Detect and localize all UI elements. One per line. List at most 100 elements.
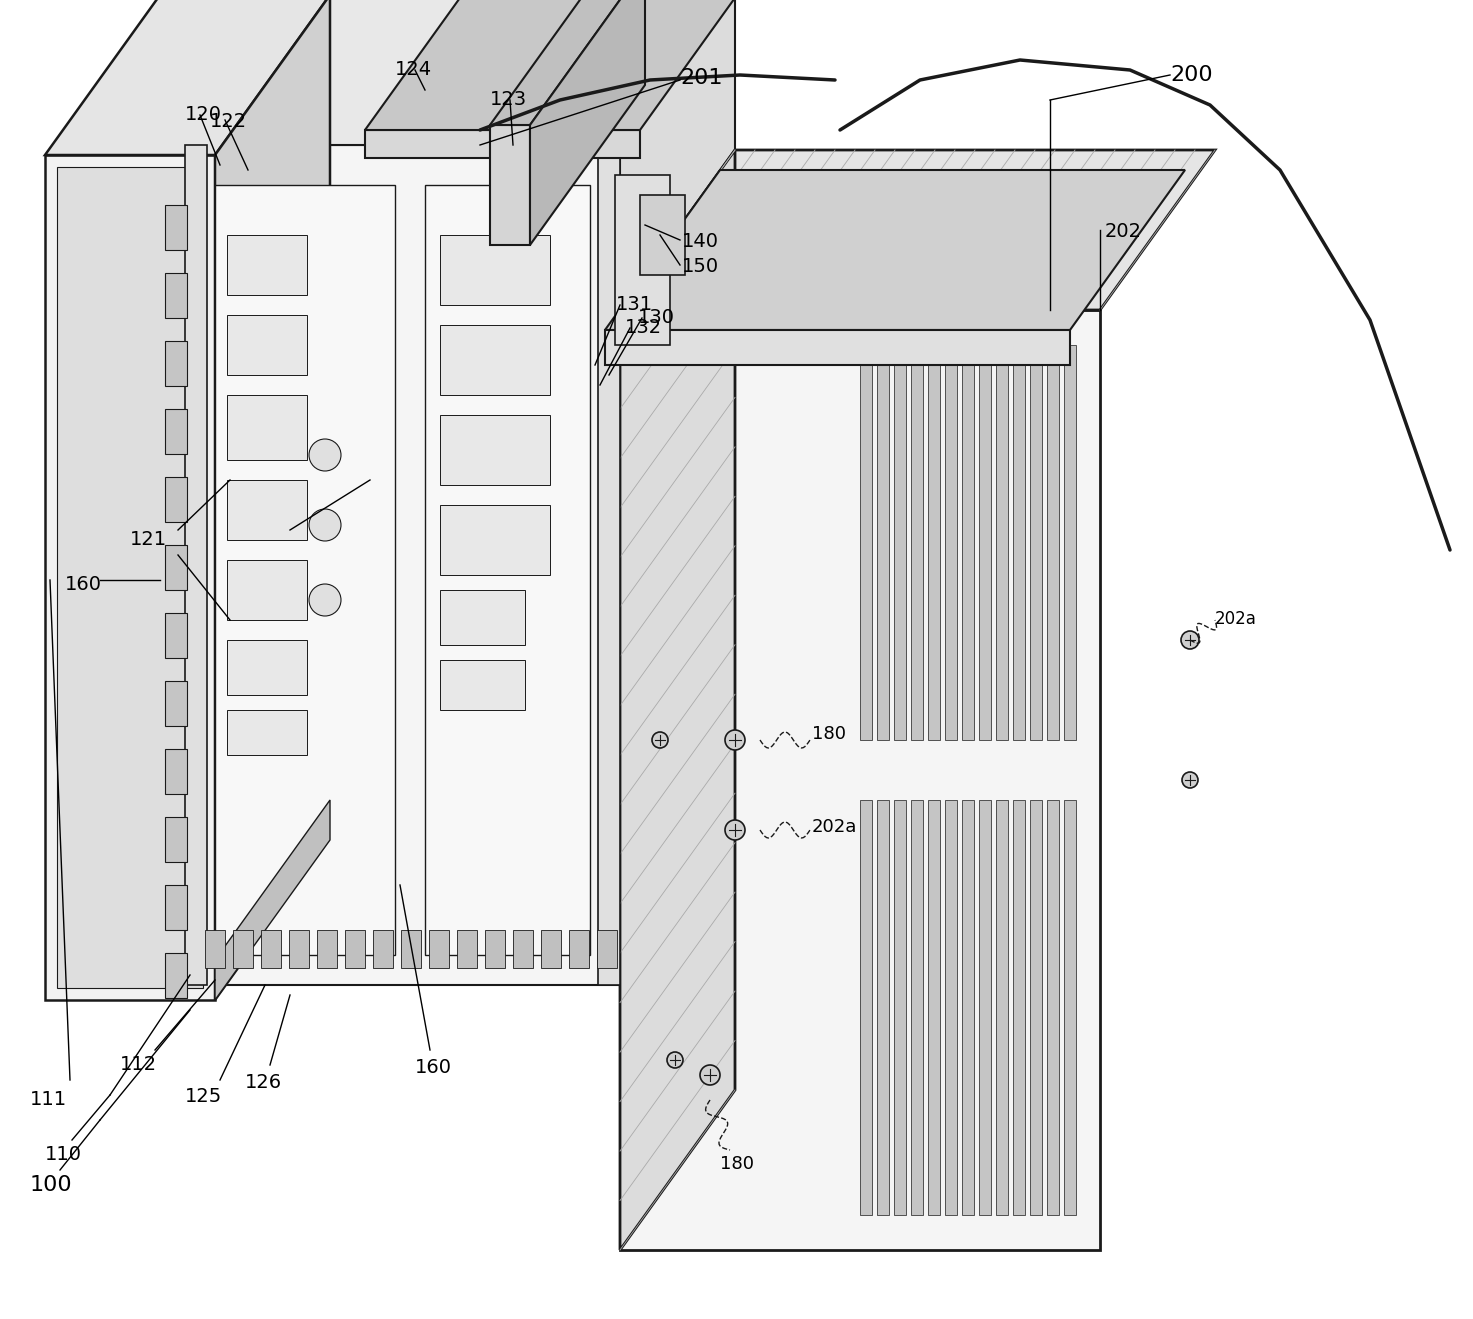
- Bar: [165, 477, 187, 522]
- Bar: [165, 885, 187, 930]
- Bar: [541, 930, 561, 968]
- Text: 200: 200: [1170, 65, 1212, 84]
- Bar: [289, 930, 309, 968]
- Text: 124: 124: [395, 59, 432, 79]
- Polygon shape: [46, 156, 215, 1000]
- Polygon shape: [57, 168, 203, 988]
- Circle shape: [700, 1064, 720, 1086]
- Bar: [569, 930, 589, 968]
- Text: 121: 121: [130, 530, 166, 549]
- Bar: [165, 681, 187, 725]
- Polygon shape: [530, 0, 645, 245]
- Circle shape: [667, 1053, 683, 1068]
- Polygon shape: [365, 0, 756, 131]
- Polygon shape: [215, 185, 395, 955]
- Bar: [233, 930, 253, 968]
- Bar: [165, 749, 187, 794]
- Bar: [876, 801, 890, 1215]
- Polygon shape: [46, 0, 330, 156]
- Text: 122: 122: [211, 112, 247, 131]
- Bar: [205, 930, 225, 968]
- Bar: [1013, 801, 1025, 1215]
- Bar: [440, 590, 524, 645]
- Bar: [1064, 346, 1075, 740]
- Bar: [440, 235, 549, 305]
- Polygon shape: [426, 185, 591, 955]
- Text: 140: 140: [682, 232, 719, 251]
- Bar: [165, 273, 187, 318]
- Polygon shape: [598, 145, 620, 985]
- Bar: [429, 930, 449, 968]
- Polygon shape: [186, 145, 208, 985]
- Bar: [928, 801, 940, 1215]
- Bar: [401, 930, 421, 968]
- Bar: [962, 801, 974, 1215]
- Bar: [1013, 346, 1025, 740]
- Bar: [946, 801, 957, 1215]
- Text: 111: 111: [29, 1089, 66, 1109]
- Polygon shape: [215, 801, 330, 1000]
- Polygon shape: [639, 195, 685, 274]
- Polygon shape: [620, 150, 1215, 310]
- Circle shape: [1181, 772, 1198, 787]
- Bar: [440, 505, 549, 575]
- Circle shape: [309, 439, 342, 471]
- Text: 180: 180: [812, 725, 846, 743]
- Text: 160: 160: [65, 575, 102, 594]
- Bar: [227, 394, 306, 460]
- Polygon shape: [620, 150, 735, 1250]
- Text: 150: 150: [682, 257, 719, 276]
- Polygon shape: [186, 0, 735, 145]
- Bar: [373, 930, 393, 968]
- Bar: [227, 480, 306, 539]
- Text: 130: 130: [638, 309, 675, 327]
- Bar: [1064, 801, 1075, 1215]
- Bar: [165, 342, 187, 386]
- Bar: [227, 710, 306, 754]
- Bar: [1047, 346, 1059, 740]
- Bar: [980, 346, 991, 740]
- Polygon shape: [620, 0, 735, 985]
- Bar: [1047, 801, 1059, 1215]
- Bar: [457, 930, 477, 968]
- Bar: [860, 801, 872, 1215]
- Text: 131: 131: [616, 295, 653, 314]
- Bar: [261, 930, 281, 968]
- Polygon shape: [605, 170, 1184, 330]
- Circle shape: [309, 584, 342, 616]
- Bar: [996, 346, 1008, 740]
- Bar: [1030, 346, 1041, 740]
- Bar: [165, 816, 187, 863]
- Bar: [962, 346, 974, 740]
- Text: 125: 125: [186, 1087, 222, 1107]
- Polygon shape: [491, 0, 645, 125]
- Polygon shape: [491, 125, 530, 245]
- Polygon shape: [620, 310, 1100, 1250]
- Bar: [165, 204, 187, 251]
- Text: 120: 120: [186, 106, 222, 124]
- Bar: [928, 346, 940, 740]
- Circle shape: [725, 820, 745, 840]
- Bar: [910, 801, 924, 1215]
- Text: 202: 202: [1105, 222, 1142, 241]
- Bar: [165, 545, 187, 590]
- Bar: [980, 801, 991, 1215]
- Polygon shape: [616, 175, 670, 346]
- Text: 180: 180: [720, 1155, 754, 1173]
- Bar: [597, 930, 617, 968]
- Bar: [910, 346, 924, 740]
- Bar: [860, 346, 872, 740]
- Bar: [513, 930, 533, 968]
- Bar: [165, 613, 187, 658]
- Bar: [227, 315, 306, 375]
- Text: 201: 201: [681, 69, 722, 88]
- Text: 160: 160: [415, 1058, 452, 1078]
- Bar: [894, 801, 906, 1215]
- Text: 132: 132: [625, 318, 663, 336]
- Circle shape: [653, 732, 667, 748]
- Circle shape: [309, 509, 342, 541]
- Text: 202a: 202a: [1215, 609, 1256, 628]
- Text: 100: 100: [29, 1175, 72, 1195]
- Bar: [894, 346, 906, 740]
- Bar: [1030, 801, 1041, 1215]
